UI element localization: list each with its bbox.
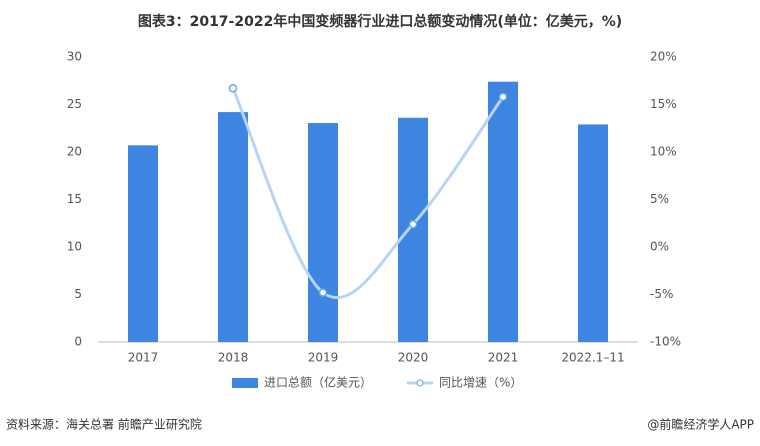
legend-swatch (232, 378, 258, 388)
legend-swatch (416, 379, 424, 387)
bar (488, 81, 518, 342)
bar (578, 124, 608, 342)
x-tick-label: 2020 (398, 351, 429, 365)
bar (398, 117, 428, 342)
x-tick-label: 2019 (308, 351, 339, 365)
y2-tick-label: 0% (650, 240, 669, 254)
line (231, 87, 505, 300)
x-tick-label: 2017 (128, 351, 159, 365)
y-tick-label: 0 (74, 335, 82, 349)
y-tick-label: 15 (67, 192, 82, 206)
y-tick-label: 5 (74, 287, 82, 301)
y2-tick-label: -5% (650, 287, 673, 301)
legend-label: 进口总额（亿美元） (264, 375, 372, 390)
bar (218, 112, 248, 342)
credit: @前瞻经济学人APP (647, 417, 754, 432)
y-tick-label: 20 (67, 145, 82, 159)
legend-label: 同比增速（%） (439, 376, 522, 390)
y2-tick-label: 20% (650, 50, 677, 64)
x-tick-label: 2022.1–11 (561, 351, 624, 365)
y2-tick-label: 5% (650, 192, 669, 206)
source: 资料来源：海关总署 前瞻产业研究院 (6, 417, 202, 432)
y2-tick-label: 10% (650, 145, 677, 159)
bar (128, 145, 158, 342)
line-point (228, 84, 238, 93)
line-point (498, 92, 508, 102)
y2-tick-label: -10% (650, 335, 681, 349)
y-tick-label: 10 (67, 240, 82, 254)
y-tick-label: 25 (67, 97, 82, 111)
x-tick-label: 2021 (488, 351, 519, 365)
chart-title: 图表3：2017-2022年中国变频器行业进口总额变动情况(单位：亿美元，%) (138, 13, 622, 30)
y2-tick-label: 15% (650, 97, 677, 111)
line-point (408, 219, 418, 229)
line-point (318, 288, 328, 297)
x-tick-label: 2018 (218, 351, 249, 365)
y-tick-label: 30 (67, 50, 82, 64)
bar (308, 123, 338, 343)
